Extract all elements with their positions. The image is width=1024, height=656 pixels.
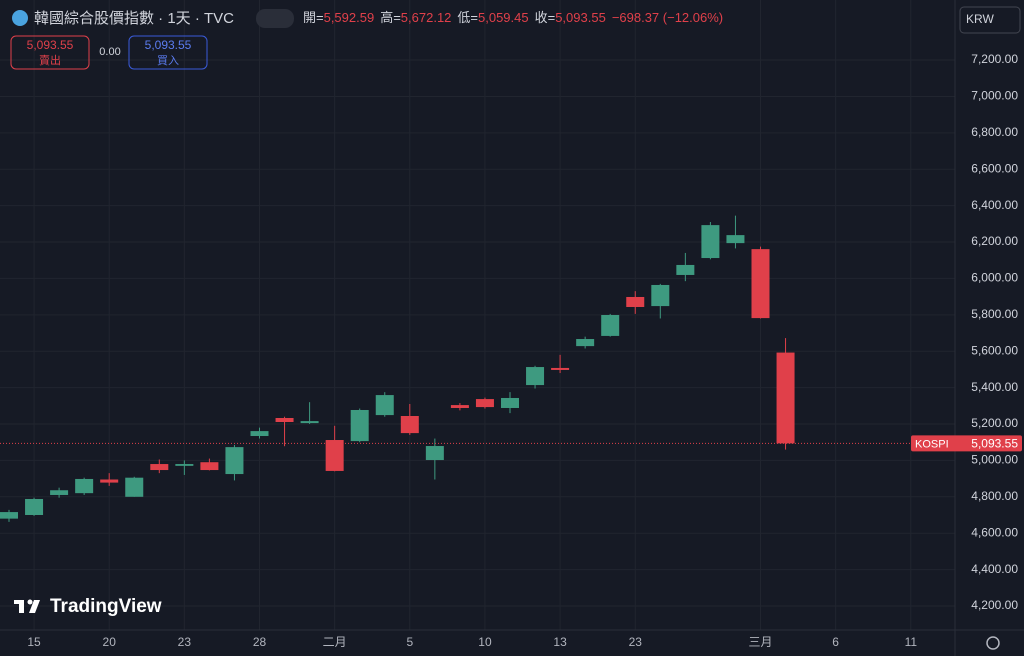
candle-body: [551, 367, 570, 370]
x-tick-label: 5: [406, 635, 413, 649]
candle-body: [375, 395, 394, 416]
x-tick-label: 13: [553, 635, 567, 649]
x-tick-label: 15: [27, 635, 41, 649]
candle-body: [651, 284, 670, 307]
ohlc-change: −698.37 (−12.06%): [612, 10, 723, 25]
spread: 0.00: [99, 46, 120, 58]
ohlc-value: 5,592.59: [324, 10, 375, 25]
buy-price: 5,093.55: [145, 38, 192, 52]
price-label-box: [911, 435, 1022, 452]
y-tick-label: 4,400.00: [971, 562, 1018, 576]
candle-body: [300, 421, 319, 424]
candle-body: [325, 440, 344, 471]
logo-mark: [19, 600, 24, 613]
ohlc-value: 5,059.45: [478, 10, 529, 25]
y-tick-label: 6,200.00: [971, 234, 1018, 248]
candle-body: [450, 405, 469, 408]
y-tick-label: 6,800.00: [971, 125, 1018, 139]
sell-button[interactable]: [10, 35, 90, 70]
candle-body: [601, 315, 620, 336]
x-tick-label: 二月: [323, 635, 347, 649]
candle-body: [400, 415, 419, 434]
grid: [0, 0, 955, 630]
candle-body: [225, 447, 244, 475]
x-tick-label: 28: [253, 635, 267, 649]
candle-body: [200, 462, 219, 471]
logo-text: TradingView: [50, 596, 162, 617]
ohlc-header: 開=5,592.59 高=5,672.12 低=5,059.45 收=5,093.55…: [303, 10, 723, 25]
candle-body: [475, 399, 494, 408]
candle-body: [626, 296, 645, 307]
ohlc-value: 5,672.12: [401, 10, 452, 25]
chart-title: 韓國綜合股價指數 · 1天 · TVC: [34, 10, 234, 27]
candle-body: [726, 235, 745, 244]
x-tick-label: 三月: [748, 635, 772, 649]
candle-body: [676, 264, 695, 275]
y-tick-label: 5,000.00: [971, 453, 1018, 467]
x-tick-label: 6: [832, 635, 839, 649]
candle-body: [275, 417, 294, 423]
y-tick-label: 7,000.00: [971, 89, 1018, 103]
candle-body: [25, 498, 44, 515]
symbol-icon: [12, 10, 28, 26]
price-line-name: KOSPI: [915, 438, 949, 450]
ohlc-label: 收=: [535, 10, 556, 25]
candle-body: [776, 352, 795, 444]
y-tick-label: 5,400.00: [971, 380, 1018, 394]
logo-mark: [29, 600, 40, 613]
y-tick-label: 5,200.00: [971, 416, 1018, 430]
ohlc-value: 5,093.55: [555, 10, 606, 25]
y-tick-label: 7,200.00: [971, 52, 1018, 66]
ohlc-label: 高=: [380, 10, 401, 25]
ohlc-label: 開=: [303, 10, 324, 25]
candle-body: [501, 397, 519, 408]
y-tick-label: 6,600.00: [971, 161, 1018, 175]
candle-body: [576, 339, 595, 347]
candle-body: [100, 479, 119, 483]
candle-body: [175, 464, 194, 466]
y-tick-label: 5,600.00: [971, 343, 1018, 357]
currency-box[interactable]: [959, 6, 1021, 34]
candle-body: [701, 225, 720, 259]
x-tick-label: 20: [103, 635, 117, 649]
candle-body: [50, 490, 69, 495]
x-tick-label: 23: [178, 635, 192, 649]
buy-button[interactable]: [128, 35, 208, 70]
candle-body: [425, 446, 444, 461]
candle-body: [751, 249, 770, 319]
candle-body: [125, 477, 144, 497]
logo: TradingView: [14, 596, 162, 617]
y-tick-label: 6,400.00: [971, 198, 1018, 212]
buy-label: 買入: [157, 54, 179, 67]
candles: [0, 215, 795, 522]
y-tick-label: 6,000.00: [971, 271, 1018, 285]
sell-label: 賣出: [39, 53, 61, 67]
sell-price: 5,093.55: [27, 38, 74, 52]
x-tick-label: 11: [905, 635, 918, 649]
toggle[interactable]: [256, 9, 294, 28]
candle-body: [75, 478, 94, 494]
y-tick-label: 4,800.00: [971, 489, 1018, 503]
price-line-value: 5,093.55: [971, 437, 1018, 451]
y-tick-label: 4,600.00: [971, 525, 1018, 539]
y-tick-label: 4,200.00: [971, 598, 1018, 612]
candle-body: [350, 409, 369, 442]
y-tick-label: 5,800.00: [971, 307, 1018, 321]
settings-icon[interactable]: [986, 636, 1000, 650]
candle-body: [150, 464, 169, 471]
x-tick-label: 23: [629, 635, 643, 649]
candle-body: [0, 512, 18, 519]
ohlc-label: 低=: [457, 10, 478, 25]
candle-body: [250, 431, 269, 437]
candle-body: [526, 367, 545, 386]
currency: KRW: [966, 12, 994, 26]
logo-mark: [27, 599, 33, 605]
x-tick-label: 10: [478, 635, 492, 649]
